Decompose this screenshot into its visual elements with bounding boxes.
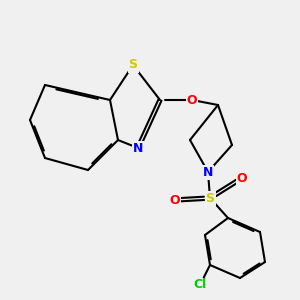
Text: Cl: Cl: [194, 278, 207, 292]
Text: O: O: [187, 94, 197, 106]
Text: N: N: [203, 166, 213, 178]
Text: O: O: [237, 172, 247, 184]
Text: S: S: [206, 191, 214, 205]
Text: S: S: [128, 58, 137, 71]
Text: N: N: [133, 142, 143, 154]
Text: O: O: [170, 194, 180, 206]
